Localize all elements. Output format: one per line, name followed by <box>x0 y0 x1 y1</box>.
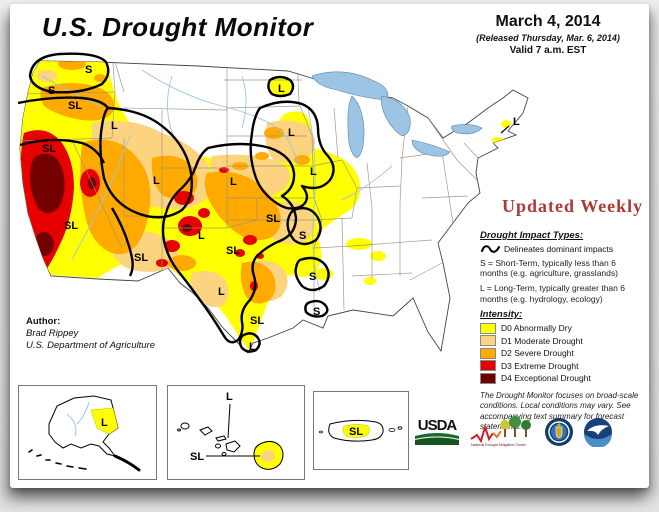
valid-time: Valid 7 a.m. EST <box>509 45 587 57</box>
ndmc-logo: National Drought Mitigation Center <box>470 416 531 447</box>
vieques-island <box>388 428 396 432</box>
impact-label-l: L <box>198 230 205 242</box>
impact-label-s: S <box>313 306 320 318</box>
alaska-inset: L <box>18 385 157 480</box>
intensity-label: D2 Severe Drought <box>501 348 574 359</box>
alaska-impact-label: L <box>101 417 108 429</box>
big-island-d1-area <box>261 450 275 462</box>
impact-label-l: L <box>288 127 295 139</box>
hawaii-long-term-label: L <box>226 391 233 403</box>
intensity-row-d2: D2 Severe Drought <box>480 347 648 359</box>
usda-field-icon <box>415 433 459 446</box>
alaska-drought-area <box>90 407 119 435</box>
intensity-label: D1 Moderate Drought <box>501 335 583 346</box>
kahoolawe-island <box>221 452 227 456</box>
delineates-label: Delineates dominant impacts <box>504 244 614 254</box>
impact-label-l: L <box>513 116 520 128</box>
hawaii-inset: L SL <box>167 385 305 480</box>
molokai-island <box>215 435 227 442</box>
author-heading: Author: <box>26 316 61 327</box>
rivers <box>41 69 393 293</box>
state-borders <box>20 61 481 316</box>
author-org: U.S. Department of Agriculture <box>26 339 156 351</box>
intensity-row-d0: D0 Abnormally Dry <box>480 322 648 334</box>
impact-outlines <box>17 52 335 353</box>
intensity-swatch-d2 <box>480 347 496 359</box>
intensity-swatch-d4 <box>480 372 496 384</box>
impact-label-sl: SL <box>134 252 148 264</box>
intensity-row-d3: D3 Extreme Drought <box>480 360 648 372</box>
usda-wordmark: USDA <box>417 416 458 434</box>
impact-label-sl: SL <box>42 143 56 155</box>
release-date: (Released Thursday, Mar. 6, 2014) <box>476 33 620 43</box>
kauai-island <box>180 422 190 430</box>
usda-logo: USDA <box>414 416 460 446</box>
impact-label-l: L <box>278 83 285 95</box>
impact-label-l: L <box>310 166 317 178</box>
intensity-row-d1: D1 Moderate Drought <box>480 335 648 347</box>
author-name: Brad Rippey <box>26 327 79 339</box>
intensity-label: D3 Extreme Drought <box>501 360 579 371</box>
hawaii-sl-label: SL <box>190 451 204 463</box>
new-england-pointer-line <box>500 125 510 134</box>
mona-island <box>319 430 323 434</box>
intensity-label: D0 Abnormally Dry <box>501 323 572 334</box>
delineates-row: Delineates dominant impacts <box>480 244 648 254</box>
impact-label-l: L <box>153 175 160 187</box>
intensity-label: D4 Exceptional Drought <box>501 373 591 384</box>
intensity-swatch-d0 <box>480 322 496 334</box>
intensity-heading: Intensity: <box>480 308 523 320</box>
squiggle-icon <box>481 245 500 253</box>
intensity-swatch-d3 <box>480 360 496 372</box>
map-date: March 4, 2014 <box>495 13 601 30</box>
short-term-definition: S = Short-Term, typically less than 6 mo… <box>480 258 618 279</box>
page-title: U.S. Drought Monitor <box>42 12 314 42</box>
niihau-island <box>177 428 181 432</box>
impact-label-l: L <box>230 176 237 188</box>
intensity-list: D0 Abnormally Dry D1 Moderate Drought D2 S… <box>480 322 648 384</box>
culebra-island <box>397 426 403 430</box>
impact-label-sl: SL <box>64 220 78 232</box>
impact-label-s: S <box>85 64 92 76</box>
impact-label-sl: SL <box>68 100 82 112</box>
impact-label-s: S <box>48 85 55 97</box>
puerto-rico-impact-label: SL <box>349 426 363 438</box>
aleutian-islands <box>28 449 141 472</box>
great-lakes <box>311 71 483 159</box>
intensity-swatch-d1 <box>480 335 496 347</box>
commerce-seal <box>545 418 573 446</box>
impact-label-sl: SL <box>250 315 264 327</box>
impact-label-l: L <box>111 120 118 132</box>
impact-types-heading: Drought Impact Types: <box>480 230 584 241</box>
intensity-row-d4: D4 Exceptional Drought <box>480 372 648 384</box>
impact-label-l: L <box>249 341 256 353</box>
maui-island <box>225 440 241 453</box>
agency-logos-row: USDA National Drought Mitigation Center <box>414 412 642 452</box>
impact-label-s: S <box>309 271 316 283</box>
ndmc-caption: National Drought Mitigation Center <box>471 443 527 447</box>
legend-panel: Drought Impact Types: Delineates dominan… <box>480 230 648 432</box>
puerto-rico-drought-area <box>342 424 370 438</box>
long-term-definition: L = Long-Term, typically greater than 6 … <box>480 283 625 304</box>
impact-label-sl: SL <box>266 213 280 225</box>
impact-label-s: S <box>299 230 306 242</box>
oahu-island <box>199 426 213 436</box>
updated-weekly-note: Updated Weekly <box>502 196 644 216</box>
noaa-logo <box>584 418 612 447</box>
lanai-island <box>215 443 221 449</box>
date-block: March 4, 2014 (Released Thursday, Mar. 6… <box>448 12 648 58</box>
author-block: Author: Brad Rippey U.S. Department of A… <box>26 316 155 352</box>
drought-monitor-sheet: U.S. Drought Monitor March 4, 2014 (Rele… <box>10 4 649 488</box>
impact-label-l: L <box>218 286 225 298</box>
impact-label-sl: SL <box>226 245 240 257</box>
puerto-rico-inset: SL <box>313 391 409 470</box>
